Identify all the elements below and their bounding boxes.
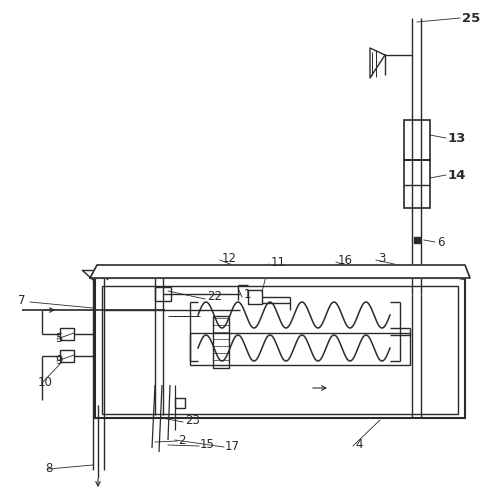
Bar bbox=[60, 350, 74, 362]
Text: 22: 22 bbox=[207, 291, 222, 304]
Bar bbox=[102, 286, 458, 414]
Bar bbox=[60, 328, 74, 340]
Text: 25: 25 bbox=[462, 12, 480, 25]
Bar bbox=[190, 333, 410, 365]
Text: 9: 9 bbox=[55, 354, 62, 367]
Polygon shape bbox=[90, 265, 470, 278]
Text: 8: 8 bbox=[45, 461, 52, 474]
Text: 5: 5 bbox=[55, 332, 62, 345]
Text: 17: 17 bbox=[225, 440, 240, 453]
Text: 15: 15 bbox=[200, 438, 215, 451]
Text: 2: 2 bbox=[178, 433, 185, 446]
Text: 4: 4 bbox=[355, 438, 362, 451]
Bar bbox=[404, 120, 430, 160]
Bar bbox=[404, 160, 430, 208]
Text: 23: 23 bbox=[185, 413, 200, 426]
Bar bbox=[248, 290, 262, 304]
Text: 14: 14 bbox=[448, 168, 466, 181]
Text: 6: 6 bbox=[437, 235, 445, 248]
Text: 1: 1 bbox=[244, 289, 251, 302]
Text: 12: 12 bbox=[222, 252, 237, 265]
Text: 16: 16 bbox=[338, 254, 353, 267]
Text: 7: 7 bbox=[18, 294, 26, 307]
Bar bbox=[213, 316, 229, 368]
Text: 11: 11 bbox=[271, 256, 286, 269]
Text: 10: 10 bbox=[38, 376, 53, 388]
Text: 13: 13 bbox=[448, 131, 466, 144]
Bar bbox=[95, 278, 465, 418]
Bar bbox=[175, 398, 185, 408]
Text: 3: 3 bbox=[378, 252, 386, 265]
Bar bbox=[155, 287, 171, 301]
